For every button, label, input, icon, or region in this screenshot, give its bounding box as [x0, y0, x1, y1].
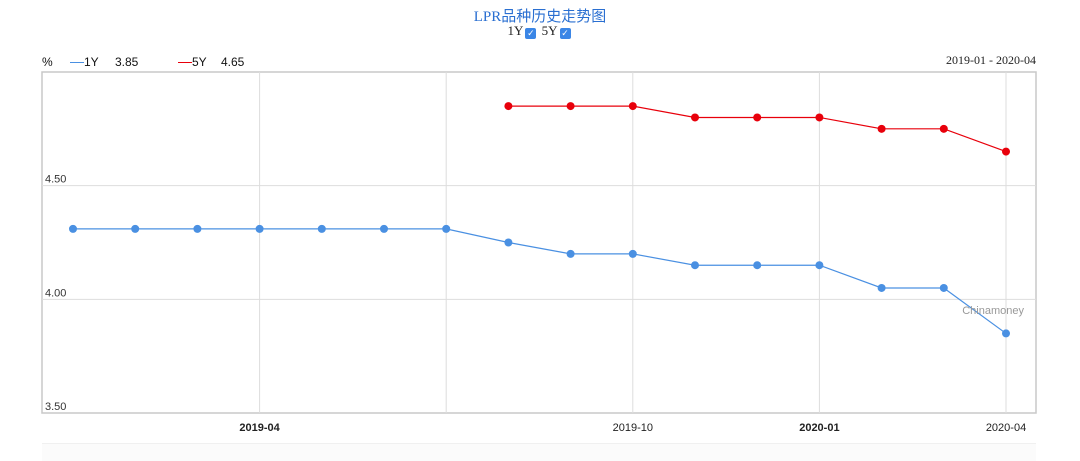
chart-title: LPR品种历史走势图 — [473, 9, 607, 25]
legend-5y-value: 4.65 — [221, 55, 245, 69]
data-point-5Y — [504, 102, 513, 111]
data-point-1Y — [504, 238, 513, 247]
data-point-1Y — [939, 283, 948, 292]
data-point-5Y — [566, 102, 575, 111]
toggle-1y-label: 1Y — [507, 23, 524, 38]
series-toggles: 1Y ✓ 5Y ✓ — [0, 23, 1080, 39]
data-point-1Y — [815, 261, 824, 270]
data-point-1Y — [380, 224, 388, 233]
watermark: Chinamoney — [962, 305, 1024, 317]
data-point-5Y — [877, 124, 886, 133]
x-tick-label: 2020-04 — [986, 422, 1026, 434]
data-point-1Y — [442, 224, 451, 233]
legend-1y-name: 1Y — [84, 55, 99, 69]
y-tick-label: 4.00 — [45, 287, 66, 299]
data-point-1Y — [193, 224, 202, 233]
toggle-5y-label: 5Y — [541, 23, 558, 38]
data-point-1Y — [131, 224, 140, 233]
legend-5y-name: 5Y — [192, 55, 207, 69]
data-point-5Y — [628, 102, 637, 111]
legend-5y-swatch — [178, 62, 192, 63]
data-point-1Y — [753, 261, 762, 270]
data-point-1Y — [691, 261, 699, 270]
series-line-1Y — [73, 228, 1007, 334]
data-point-5Y — [753, 113, 762, 122]
legend-1y-swatch — [70, 62, 84, 63]
data-point-1Y — [317, 224, 326, 233]
range-navigator[interactable] — [42, 443, 1036, 461]
data-point-5Y — [691, 113, 699, 122]
data-point-1Y — [566, 249, 575, 258]
data-point-1Y — [877, 283, 886, 292]
x-tick-label: 2019-04 — [239, 422, 280, 434]
series-line-5Y — [508, 105, 1007, 153]
y-tick-label: 4.50 — [45, 174, 66, 186]
data-point-1Y — [255, 224, 264, 233]
x-tick-label: 2020-01 — [799, 422, 839, 434]
y-tick-label: 3.50 — [45, 401, 66, 413]
plot-frame — [41, 71, 1037, 414]
data-point-5Y — [815, 113, 824, 122]
data-point-5Y — [1002, 147, 1010, 156]
toggle-1y-checkbox[interactable]: ✓ — [525, 28, 537, 39]
data-point-1Y — [1002, 329, 1010, 338]
date-range: 2019-01 - 2020-04 — [946, 53, 1036, 67]
y-unit-label: % — [42, 55, 53, 69]
data-point-5Y — [939, 124, 948, 133]
toggle-5y-checkbox[interactable]: ✓ — [559, 28, 571, 39]
data-point-1Y — [69, 224, 77, 233]
x-tick-label: 2019-10 — [613, 422, 653, 434]
data-point-1Y — [628, 249, 637, 258]
legend-1y-value: 3.85 — [115, 55, 139, 69]
